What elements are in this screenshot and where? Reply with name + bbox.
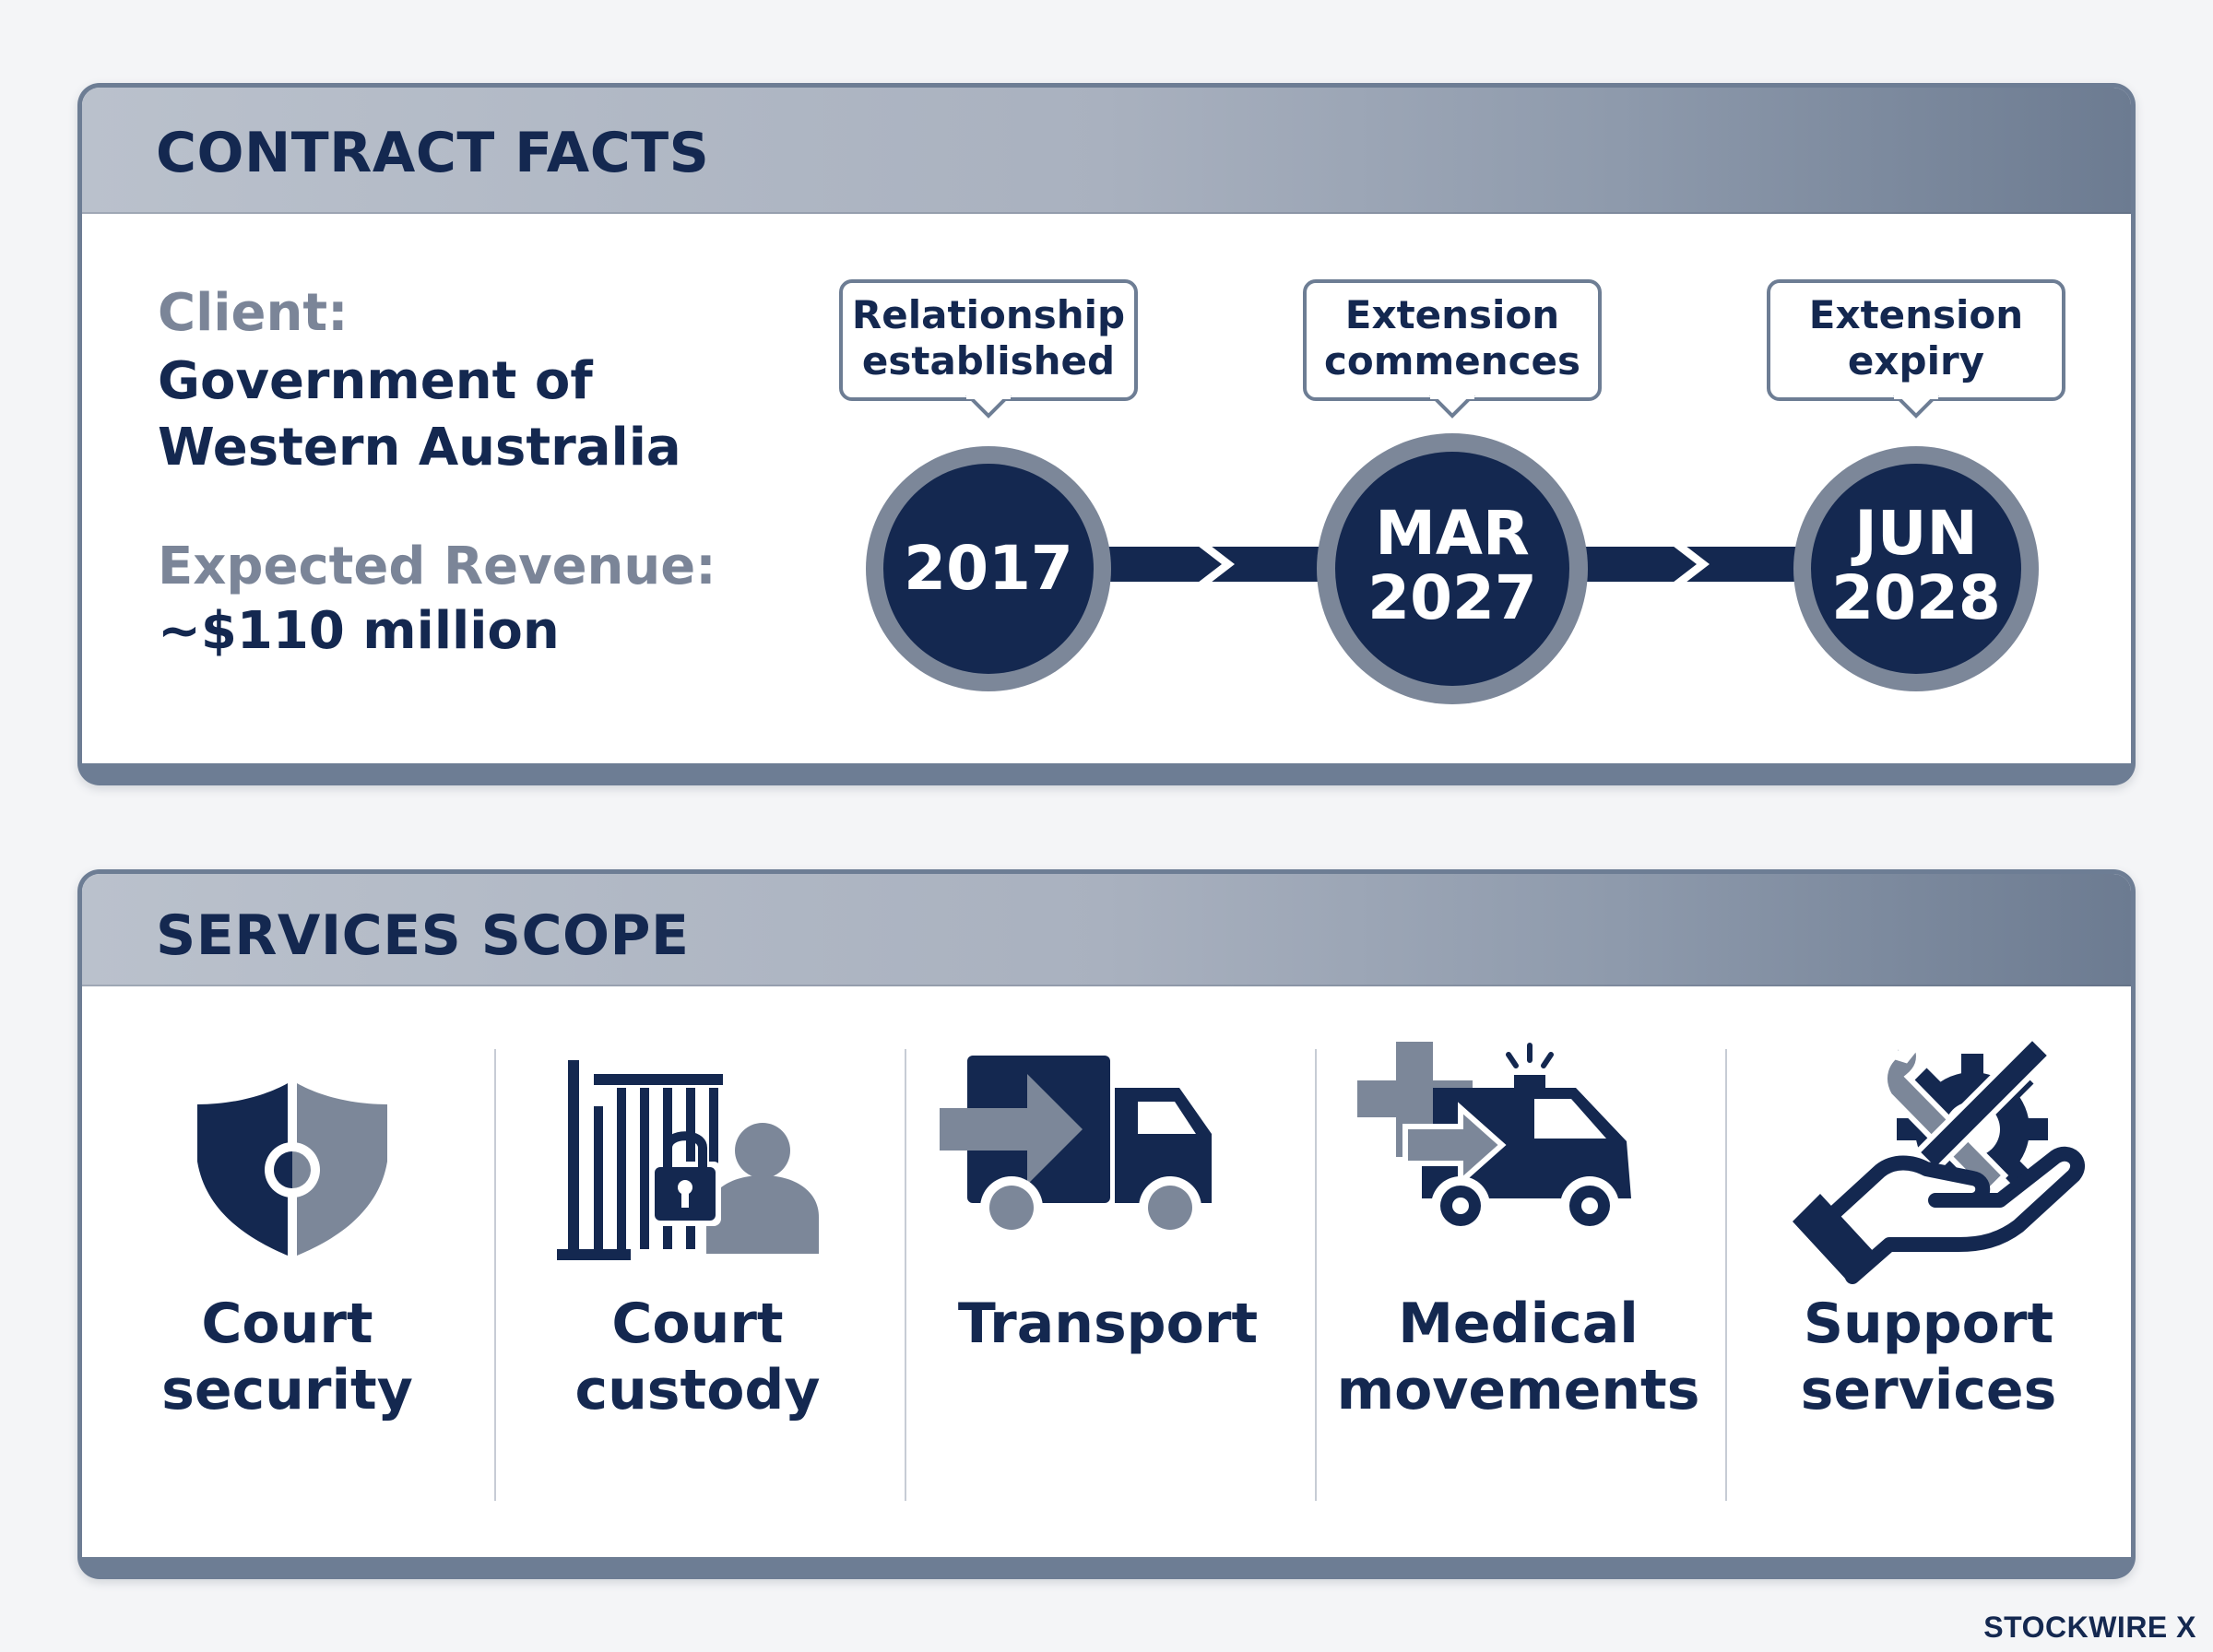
- timeline-date-3-line2: 2028: [1831, 562, 2001, 633]
- service-transport: Transport: [903, 986, 1313, 1549]
- service-court-custody: Court custody: [492, 986, 903, 1549]
- contract-timeline: Relationship established Extension comme…: [82, 88, 2131, 763]
- callout-2-line1: Extension: [1344, 292, 1560, 337]
- custody-cell-icon: [557, 1060, 819, 1260]
- timeline-arrow-2: [1673, 546, 1710, 583]
- timeline-date-2-line1: MAR: [1375, 498, 1530, 569]
- service-label: Court security: [82, 1291, 492, 1423]
- service-label-line1: Support: [1803, 1292, 2054, 1356]
- service-divider: [494, 1049, 496, 1501]
- callout-1-line2: established: [861, 338, 1116, 384]
- timeline-date-2: MAR 2027: [1351, 502, 1554, 631]
- contract-facts-header: CONTRACT FACTS: [82, 88, 2131, 214]
- timeline-arrow-1: [1198, 546, 1235, 583]
- service-label-line1: Medical: [1398, 1292, 1639, 1356]
- callout-2-line2: commences: [1323, 338, 1581, 384]
- service-label-line2: security: [161, 1358, 413, 1422]
- callout-1-line1: Relationship: [851, 292, 1126, 337]
- service-medical-movements: Medical movements: [1313, 986, 1723, 1549]
- service-label: Transport: [903, 1291, 1313, 1357]
- service-label: Court custody: [492, 1291, 903, 1423]
- service-label-line2: movements: [1336, 1358, 1700, 1422]
- service-label-line2: custody: [574, 1358, 821, 1422]
- client-label: Client:: [158, 283, 349, 343]
- timeline-date-3: JUN 2028: [1824, 502, 2008, 631]
- timeline-date-1: 2017: [896, 537, 1081, 601]
- services-scope-header: SERVICES SCOPE: [82, 874, 2131, 986]
- truck-icon: [940, 1056, 1212, 1239]
- service-divider: [1315, 1049, 1317, 1501]
- shield-icon: [197, 1083, 387, 1256]
- ambulance-icon: [1357, 1042, 1631, 1235]
- revenue-value: ~$110 million: [158, 601, 560, 661]
- service-divider: [905, 1049, 906, 1501]
- callout-3-line2: expiry: [1847, 338, 1985, 384]
- service-court-security: Court security: [82, 986, 492, 1549]
- service-label-line2: services: [1800, 1358, 2057, 1422]
- services-scope-title: SERVICES SCOPE: [156, 903, 690, 968]
- timeline-date-3-line1: JUN: [1854, 498, 1978, 569]
- service-label-line1: Court: [201, 1292, 373, 1356]
- service-label: Support services: [1723, 1291, 2131, 1423]
- callout-2-text: Extension commences: [1305, 292, 1600, 384]
- contract-facts-title: CONTRACT FACTS: [156, 121, 710, 185]
- callout-2: [1303, 279, 1602, 419]
- callout-1-text: Relationship established: [841, 292, 1136, 384]
- contract-facts-panel: CONTRACT FACTS Client: Government of Wes…: [77, 83, 2136, 785]
- timeline-date-2-line2: 2027: [1367, 562, 1537, 633]
- callout-3-text: Extension expiry: [1769, 292, 2064, 384]
- timeline-node-2: [1335, 452, 1569, 686]
- timeline-graphics: [839, 279, 2065, 704]
- client-value: Government of Western Australia: [158, 351, 681, 478]
- service-label-line1: Transport: [957, 1292, 1259, 1356]
- timeline-node-3: [1811, 464, 2021, 674]
- service-label-line1: Court: [611, 1292, 784, 1356]
- services-scope-panel: SERVICES SCOPE Court security: [77, 869, 2136, 1579]
- service-divider: [1725, 1049, 1727, 1501]
- support-tools-icon: [1793, 1032, 2085, 1284]
- timeline-date-1-line1: 2017: [904, 533, 1073, 604]
- callout-3: [1767, 279, 2065, 419]
- brand-logo: STOCKWIRE X: [1983, 1611, 2196, 1644]
- service-label: Medical movements: [1313, 1291, 1723, 1423]
- revenue-label: Expected Revenue:: [158, 537, 716, 596]
- service-support-services: Support services: [1723, 986, 2131, 1549]
- callout-3-line1: Extension: [1808, 292, 2024, 337]
- timeline-node-1: [883, 464, 1094, 674]
- callout-1: [839, 279, 1138, 419]
